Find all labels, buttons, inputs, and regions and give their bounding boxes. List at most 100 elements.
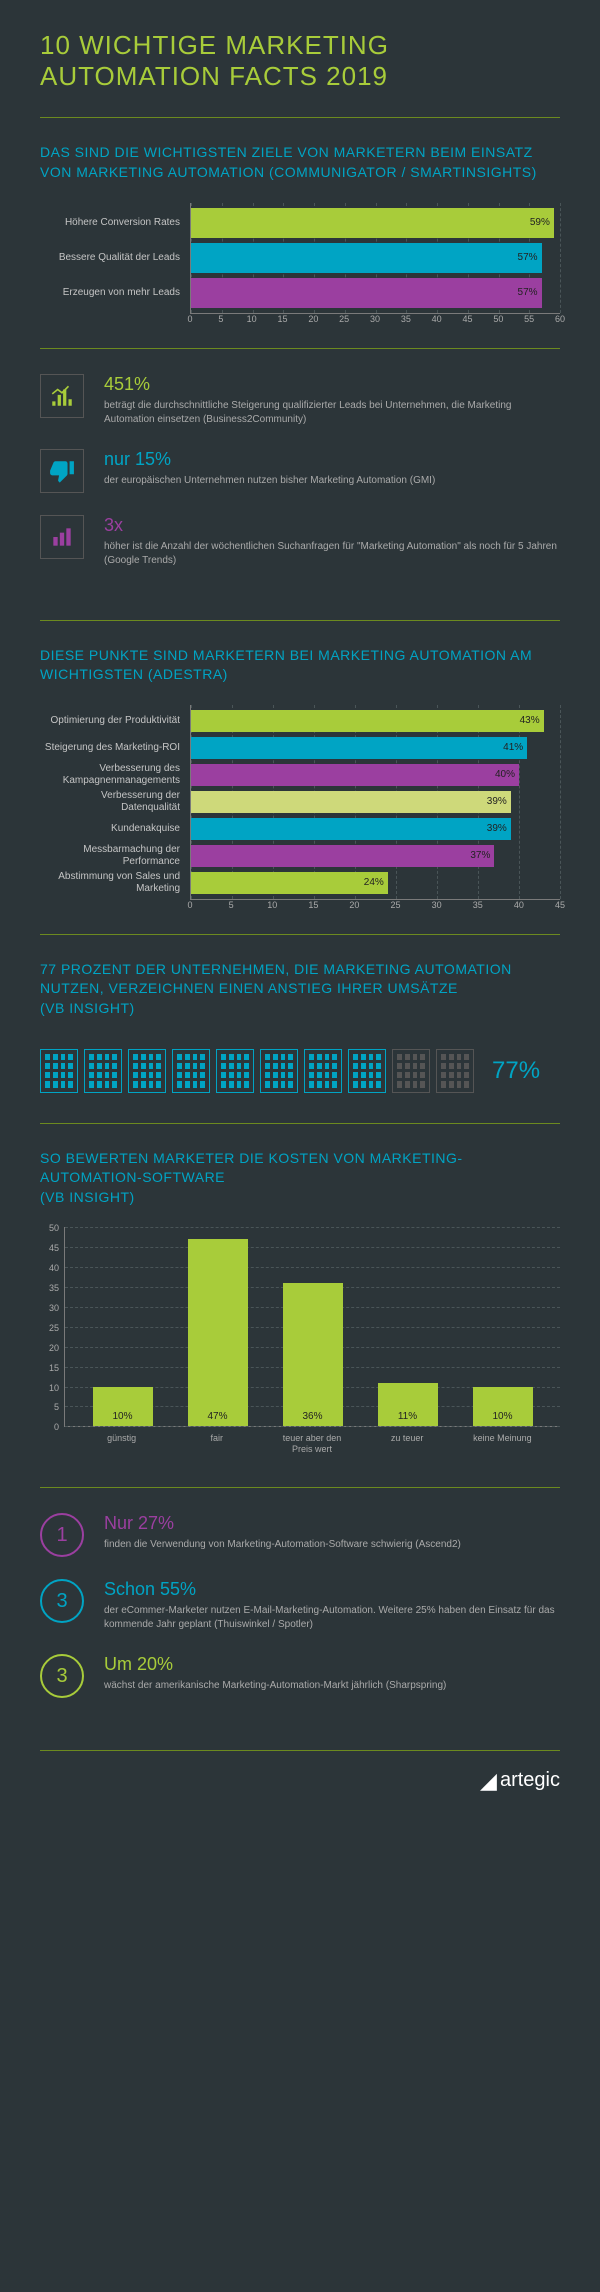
stat-headline: 3x (104, 515, 560, 536)
chart2-title: DIESE PUNKTE SIND MARKETERN BEI MARKETIN… (0, 621, 600, 705)
axis-tick: 5 (54, 1402, 65, 1412)
bar: 47% (188, 1239, 248, 1426)
axis-tick: 20 (308, 314, 318, 324)
stat-row: 3x höher ist die Anzahl der wöchentlichen… (40, 515, 560, 568)
axis-tick: 0 (187, 314, 192, 324)
stat-desc: beträgt die durchschnittliche Steigerung… (104, 399, 560, 427)
stat-headline: Schon 55% (104, 1579, 560, 1600)
bar-chart-icon (40, 515, 84, 559)
bar-label: Verbesserung der Datenqualität (40, 791, 190, 813)
building-icon (172, 1049, 210, 1093)
bar: 10% (473, 1387, 533, 1427)
stat-desc: wächst der amerikanische Marketing-Autom… (104, 1679, 560, 1693)
axis-tick: 5 (218, 314, 223, 324)
footer: ◢ artegic (0, 1751, 600, 1817)
building-icon (436, 1049, 474, 1093)
bar: 36% (283, 1283, 343, 1426)
stat-headline: nur 15% (104, 449, 560, 470)
bar-label: Verbesserung des Kampagnenmanagements (40, 764, 190, 786)
stat-headline: Nur 27% (104, 1513, 560, 1534)
numbered-stat-row: 1 Nur 27% finden die Verwendung von Market… (40, 1513, 560, 1557)
axis-tick: 20 (49, 1343, 65, 1353)
axis-tick: 60 (555, 314, 565, 324)
page-title: 10 WICHTIGE MARKETING AUTOMATION FACTS 2… (40, 30, 560, 92)
bar-value: 10% (112, 1411, 132, 1422)
bar-value: 10% (492, 1411, 512, 1422)
bar: 10% (93, 1387, 153, 1427)
bar-value: 43% (520, 715, 540, 726)
bar-label: Bessere Qualität der Leads (40, 243, 190, 273)
building-icon (40, 1049, 78, 1093)
bar: 59% (191, 208, 554, 238)
axis-tick: 40 (514, 900, 524, 910)
bar: 11% (378, 1383, 438, 1427)
bar-label: Optimierung der Produktivität (40, 710, 190, 732)
stat-number-badge: 1 (40, 1513, 84, 1557)
building-icon (392, 1049, 430, 1093)
bar-value: 39% (487, 823, 507, 834)
chart3: 0510152025303540455010%47%36%11%10%günst… (0, 1227, 600, 1487)
building-icons-row: 77% (0, 1039, 600, 1123)
bar-value: 57% (518, 287, 538, 298)
chart-bars-icon (40, 374, 84, 418)
stat-desc: der europäischen Unternehmen nutzen bish… (104, 474, 560, 488)
axis-tick: 50 (493, 314, 503, 324)
numbered-stat-row: 3Schon 55%der eCommer-Marketer nutzen E-… (40, 1579, 560, 1632)
bar-category: teuer aber den Preis wert (273, 1433, 351, 1457)
bar-value: 59% (530, 217, 550, 228)
stat-desc: höher ist die Anzahl der wöchentlichen S… (104, 540, 560, 568)
bar: 37% (191, 845, 494, 867)
axis-tick: 5 (229, 900, 234, 910)
building-icon (216, 1049, 254, 1093)
axis-tick: 0 (54, 1422, 65, 1432)
axis-tick: 25 (391, 900, 401, 910)
buildings-percent: 77% (492, 1057, 540, 1085)
axis-tick: 35 (401, 314, 411, 324)
axis-tick: 15 (308, 900, 318, 910)
axis-tick: 30 (432, 900, 442, 910)
stats-block-2: 1 Nur 27% finden die Verwendung von Market… (0, 1488, 600, 1750)
bar: 40% (191, 764, 519, 786)
bar-label: Kundenakquise (40, 818, 190, 840)
axis-tick: 0 (187, 900, 192, 910)
axis-tick: 10 (247, 314, 257, 324)
chart3-title: SO BEWERTEN MARKETER DIE KOSTEN VON MARK… (0, 1124, 600, 1228)
stats-block-1: 451% beträgt die durchschnittliche Steige… (0, 349, 600, 620)
bar: 41% (191, 737, 527, 759)
building-icon (260, 1049, 298, 1093)
bar: 24% (191, 872, 388, 894)
axis-tick: 45 (49, 1243, 65, 1253)
bar-category: zu teuer (368, 1433, 446, 1457)
axis-tick: 10 (49, 1383, 65, 1393)
building-icon (128, 1049, 166, 1093)
stat-row: nur 15% der europäischen Unternehmen nutz… (40, 449, 560, 493)
axis-tick: 35 (473, 900, 483, 910)
stat-desc: finden die Verwendung von Marketing-Auto… (104, 1538, 560, 1552)
stat-number-badge: 3 (40, 1654, 84, 1698)
axis-tick: 30 (370, 314, 380, 324)
axis-tick: 45 (462, 314, 472, 324)
bar-value: 41% (503, 742, 523, 753)
page-header: 10 WICHTIGE MARKETING AUTOMATION FACTS 2… (0, 0, 600, 117)
chart1: 59%57%57%Höhere Conversion RatesBessere … (0, 203, 600, 348)
bar-label: Erzeugen von mehr Leads (40, 278, 190, 308)
stat-headline: 451% (104, 374, 560, 395)
bar-label: Abstimmung von Sales und Marketing (40, 872, 190, 894)
axis-tick: 25 (49, 1323, 65, 1333)
numbered-stat-row: 3Um 20%wächst der amerikanische Marketin… (40, 1654, 560, 1698)
axis-tick: 40 (49, 1263, 65, 1273)
bar-value: 47% (207, 1411, 227, 1422)
logo-mark-icon: ◢ (480, 1768, 497, 1794)
bar-label: Messbarmachung der Performance (40, 845, 190, 867)
bar-value: 57% (518, 252, 538, 263)
bar-category: fair (178, 1433, 256, 1457)
axis-tick: 30 (49, 1303, 65, 1313)
axis-tick: 20 (349, 900, 359, 910)
axis-tick: 25 (339, 314, 349, 324)
axis-tick: 35 (49, 1283, 65, 1293)
brand-logo: ◢ artegic (480, 1766, 560, 1792)
building-icon (84, 1049, 122, 1093)
chart2: 43%41%40%39%39%37%24%Optimierung der Pro… (0, 705, 600, 934)
bar-label: Steigerung des Marketing-ROI (40, 737, 190, 759)
chart1-title: DAS SIND DIE WICHTIGSTEN ZIELE VON MARKE… (0, 118, 600, 202)
